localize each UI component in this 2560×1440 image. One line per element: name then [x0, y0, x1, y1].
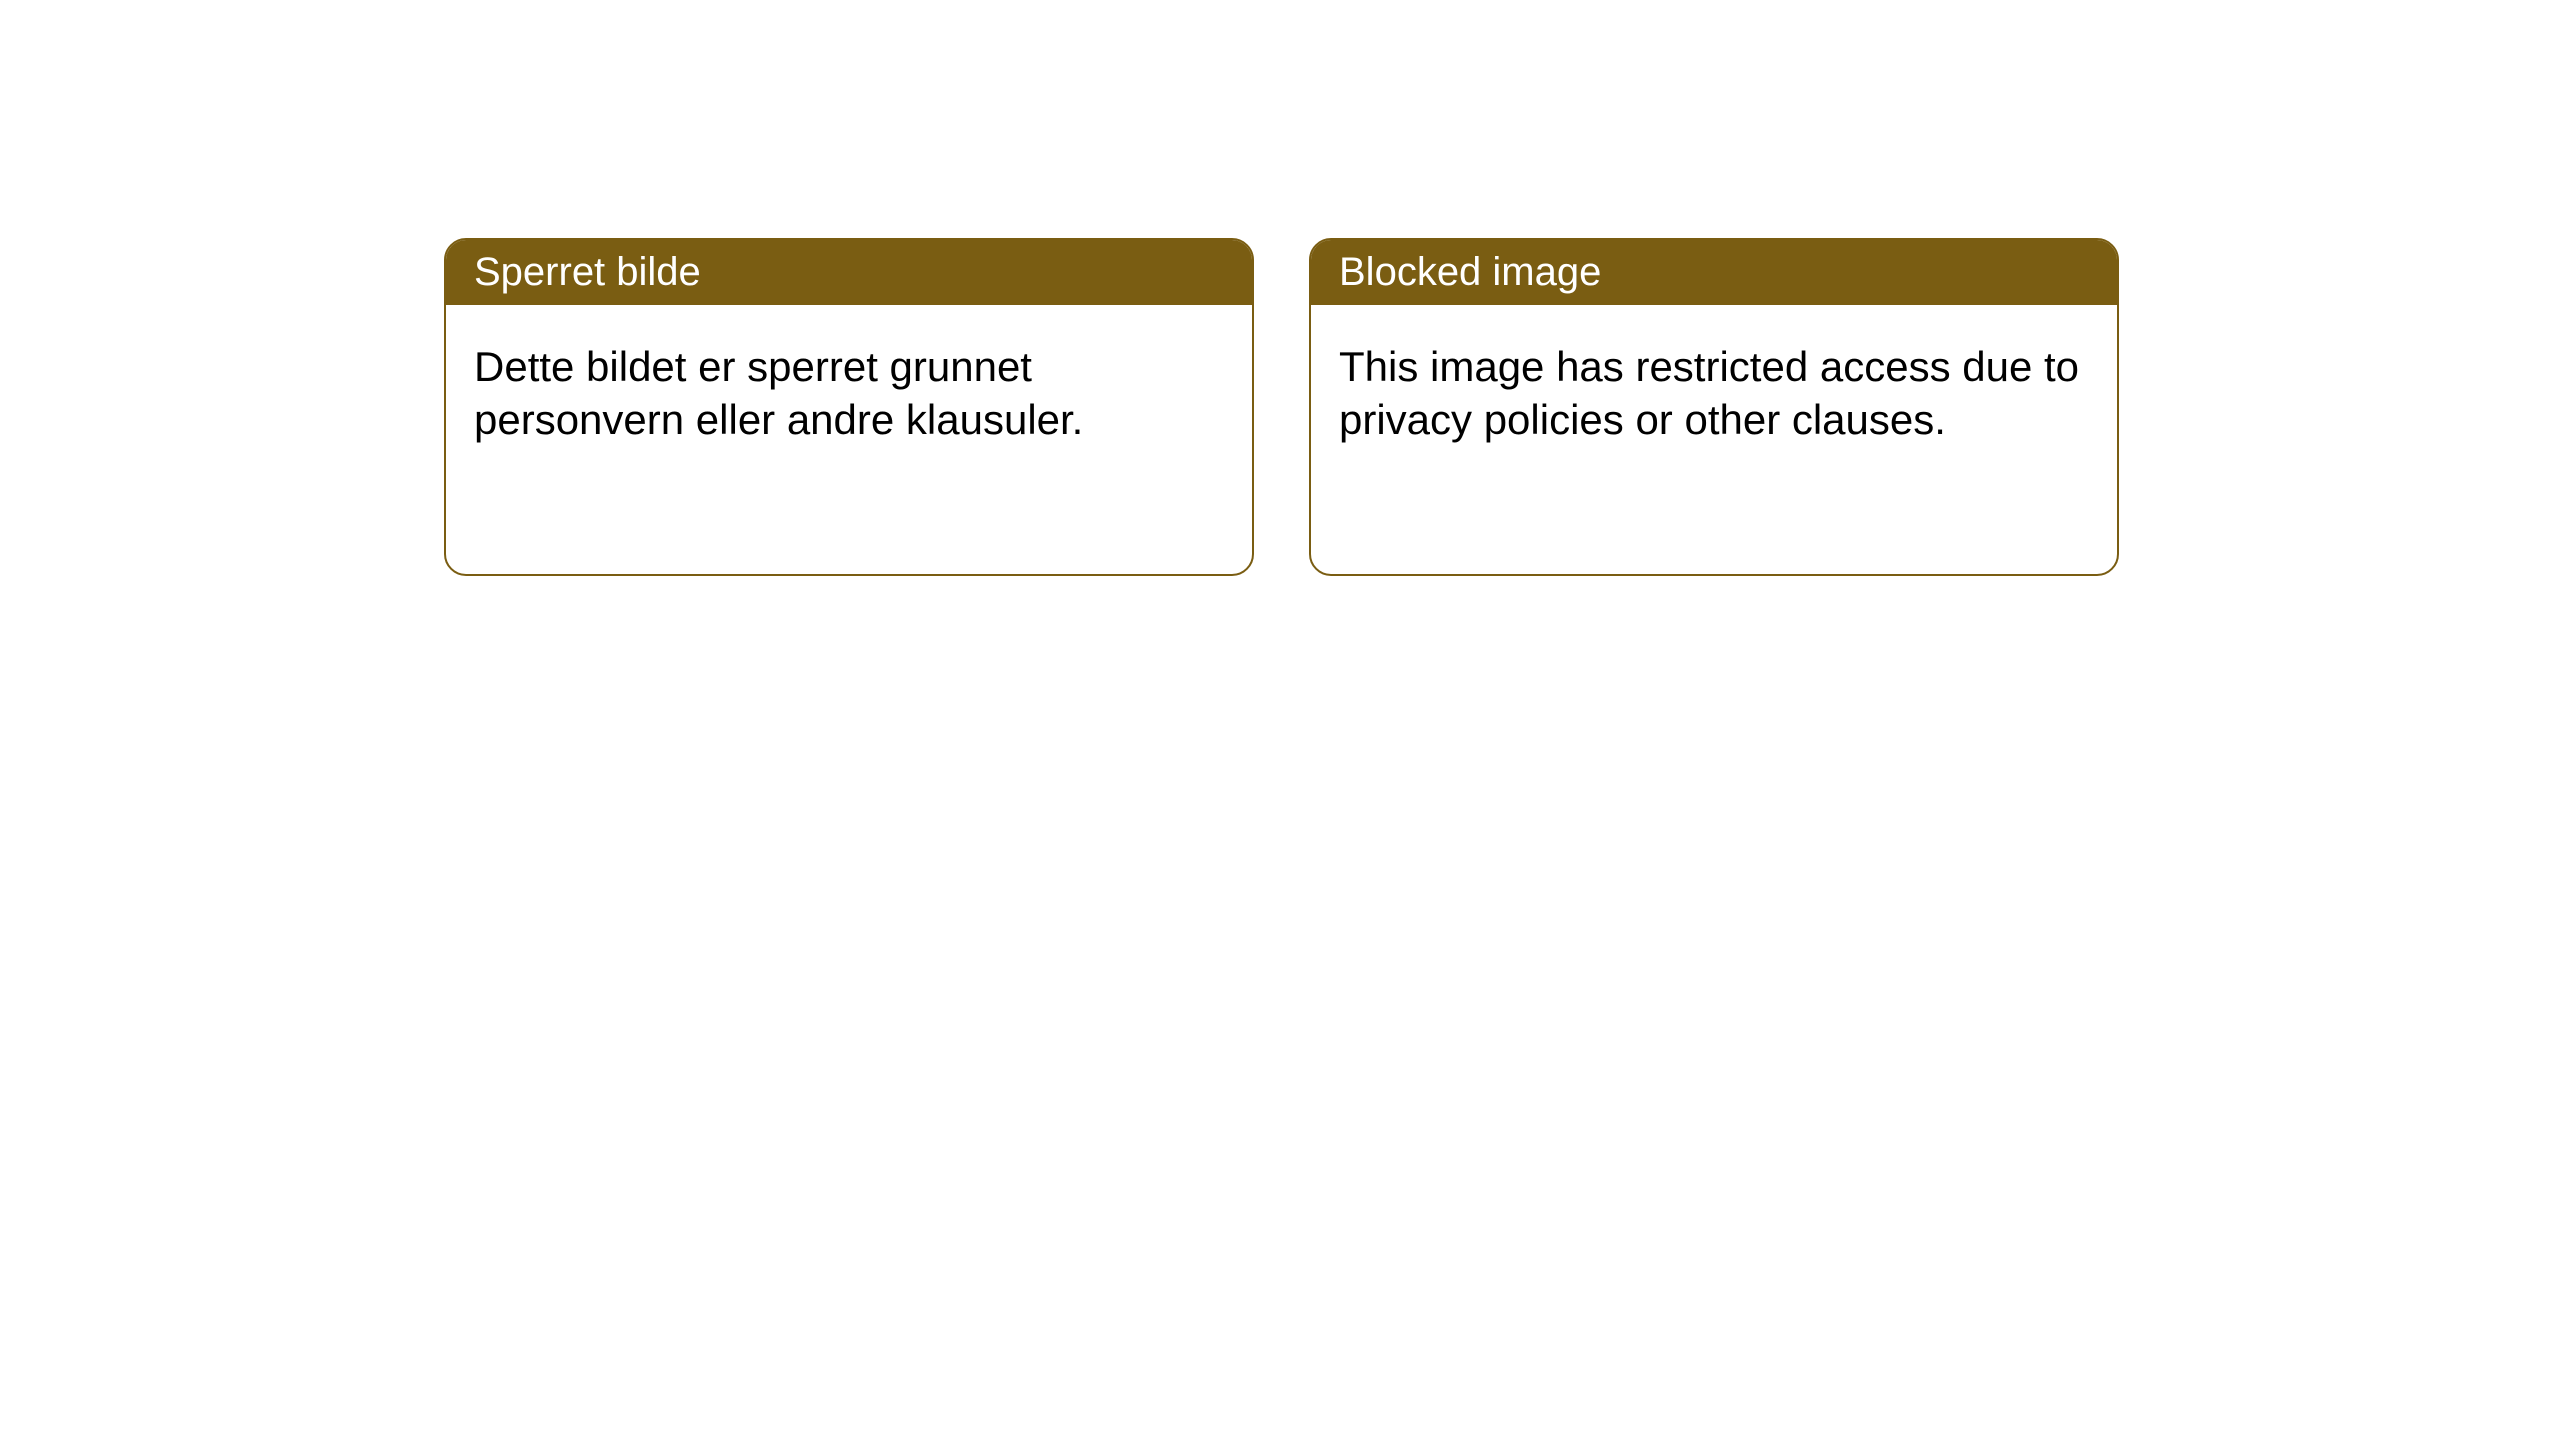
notice-title: Blocked image — [1311, 240, 2117, 305]
notice-card-english: Blocked image This image has restricted … — [1309, 238, 2119, 576]
notice-title: Sperret bilde — [446, 240, 1252, 305]
notice-body: This image has restricted access due to … — [1311, 305, 2117, 482]
notice-container: Sperret bilde Dette bildet er sperret gr… — [0, 0, 2560, 576]
notice-card-norwegian: Sperret bilde Dette bildet er sperret gr… — [444, 238, 1254, 576]
notice-body: Dette bildet er sperret grunnet personve… — [446, 305, 1252, 482]
